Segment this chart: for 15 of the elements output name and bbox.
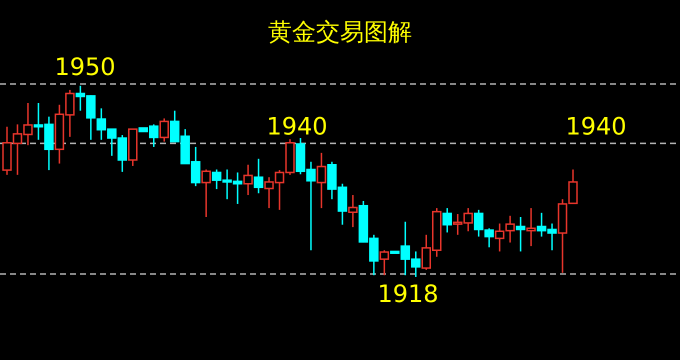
- candlestick: [254, 158, 264, 194]
- ref-line-label: 1940: [266, 112, 328, 140]
- candlestick: [159, 118, 169, 142]
- ref-line-label: 1950: [54, 53, 116, 81]
- candlestick: [348, 194, 358, 228]
- candlestick: [516, 216, 526, 252]
- ref-line-label: 1918: [377, 280, 439, 308]
- annotation: 1940: [565, 112, 627, 140]
- chart-title: 黄金交易图解: [268, 18, 412, 46]
- candlestick: [243, 164, 253, 196]
- candlestick: [201, 168, 211, 218]
- candlestick: [442, 207, 452, 234]
- candlestick: [526, 207, 536, 247]
- candlestick: [380, 250, 390, 276]
- candlestick: [316, 152, 326, 209]
